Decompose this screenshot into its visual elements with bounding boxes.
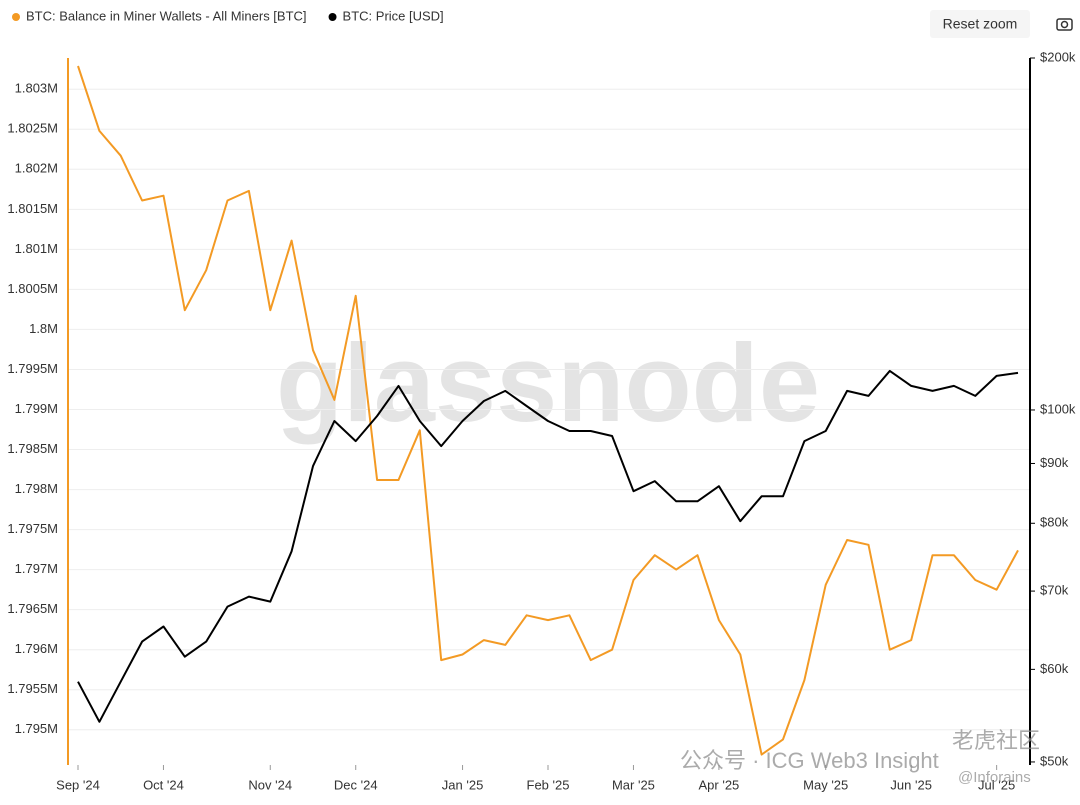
y2-tick-label: $60k xyxy=(1040,661,1069,676)
y-tick-label: 1.7985M xyxy=(7,441,58,456)
y2-tick-label: $100k xyxy=(1040,401,1076,416)
x-tick-label: Oct '24 xyxy=(143,777,184,792)
watermark: glassnode xyxy=(276,322,820,445)
y2-tick-label: $80k xyxy=(1040,515,1069,530)
x-tick-label: Feb '25 xyxy=(527,777,570,792)
y-tick-label: 1.798M xyxy=(15,481,58,496)
legend-marker xyxy=(12,13,20,21)
legend-label: BTC: Price [USD] xyxy=(343,8,444,23)
y-tick-label: 1.803M xyxy=(15,81,58,96)
y2-tick-label: $90k xyxy=(1040,455,1069,470)
x-tick-label: Jun '25 xyxy=(890,777,932,792)
overlay-text: 老虎社区 xyxy=(952,728,1040,753)
series-line xyxy=(77,65,1019,756)
legend-marker xyxy=(328,13,337,21)
y2-tick-label: $50k xyxy=(1040,753,1069,768)
y-tick-label: 1.802M xyxy=(15,161,58,176)
y-tick-label: 1.7955M xyxy=(7,681,58,696)
y-tick-label: 1.7975M xyxy=(7,521,58,536)
y-tick-label: 1.8M xyxy=(29,321,58,336)
overlay-text: @Inforains xyxy=(958,769,1031,786)
y-tick-label: 1.8025M xyxy=(7,121,58,136)
plot: 1.795M 1.7955M 1.796M 1.7965M 1.797M 1.7975M 1… xyxy=(7,8,1076,792)
camera-icon[interactable] xyxy=(1056,18,1073,31)
y-tick-label: 1.7965M xyxy=(7,601,58,616)
legend-label: BTC: Balance in Miner Wallets - All Mine… xyxy=(26,8,307,23)
reset-zoom-button[interactable] xyxy=(930,10,1030,38)
x-tick-label: Jan '25 xyxy=(442,777,484,792)
x-tick-label: May '25 xyxy=(803,777,848,792)
y-tick-label: 1.796M xyxy=(15,641,58,656)
reset-zoom-label[interactable]: Reset zoom xyxy=(943,16,1018,32)
y-tick-label: 1.797M xyxy=(15,561,58,576)
overlay-text: 公众号 · ICG Web3 Insight xyxy=(680,748,939,773)
y2-tick-label: $70k xyxy=(1040,583,1069,598)
x-tick-label: Sep '24 xyxy=(56,777,100,792)
y-tick-label: 1.799M xyxy=(15,401,58,416)
x-tick-label: Dec '24 xyxy=(334,777,378,792)
x-tick-label: Nov '24 xyxy=(248,777,292,792)
y-tick-label: 1.7995M xyxy=(7,361,58,376)
y-tick-label: 1.801M xyxy=(15,241,58,256)
y-tick-label: 1.8005M xyxy=(7,281,58,296)
y-tick-label: 1.8015M xyxy=(7,201,58,216)
y2-tick-label: $200k xyxy=(1040,49,1076,64)
x-tick-label: Jul '25 xyxy=(978,777,1015,792)
x-tick-label: Mar '25 xyxy=(612,777,655,792)
x-tick-label: Apr '25 xyxy=(699,777,740,792)
y-tick-label: 1.795M xyxy=(15,721,58,736)
series-line xyxy=(77,369,1019,723)
